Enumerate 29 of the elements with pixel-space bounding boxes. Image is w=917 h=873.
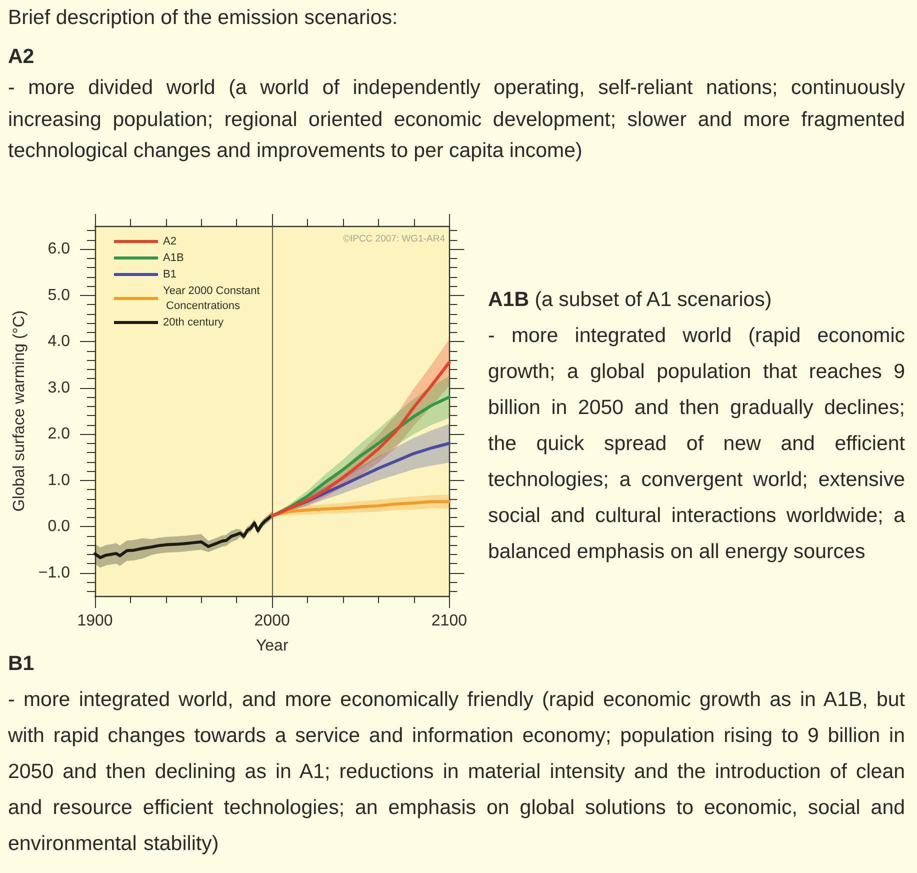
x-axis-title: Year (256, 638, 289, 654)
text: - more integrated world, and more economically friendly (rapid economic growth as in A1B, but with rapid changes towards a service and information economy; population rising to 9 billion in 2050 and then declining as in A1; reductions in material intensity and the introduction of clean and resource efficient technologies; an emphasis on global solutions to economic, social and environmental stability) (8, 688, 905, 855)
y-tick-label: 2.0 (48, 426, 70, 443)
y-tick-label: −1.0 (38, 564, 70, 582)
text: A1B (488, 288, 530, 311)
legend-label: A2 (163, 236, 176, 248)
annotation: ©IPCC 2007: WG1-AR4 (342, 234, 446, 244)
text: - more integrated world (rapid economic growth; a global population that reaches 9 billion in 2050 and then gradually declines; the quick spread of new and efficient technologies; a convergent world; extensive social and cultural interactions worldwide; a balanced emphasis on all energy sources (488, 324, 905, 563)
y-tick-label: 4.0 (48, 333, 70, 350)
y-tick-label: 3.0 (48, 379, 70, 396)
text: - more divided world (a world of independently operating, self-reliant nations; continuously increasing population; regional oriented economic development; slower and more fragmented technological changes and improvements to per capita income) (8, 76, 905, 162)
x-tick-label: 1900 (77, 612, 113, 630)
line-series (270, 500, 451, 517)
y-tick-label: 1.0 (48, 472, 70, 489)
x-tick-label: 2000 (254, 612, 290, 630)
y-tick-label: 6.0 (48, 240, 70, 258)
text: (a subset of A1 scenarios) (534, 288, 772, 311)
legend-label: B1 (163, 268, 176, 280)
y-tick-label: 5.0 (48, 286, 70, 304)
y-axis-title: Global surface warming (°C) (11, 310, 28, 512)
x-tick-label: 2100 (431, 612, 468, 630)
legend-label: 20th century (163, 316, 224, 328)
legend-label: A1B (163, 252, 184, 264)
legend-label: Year 2000 Constant Concentrations (163, 285, 260, 312)
line-series (94, 514, 274, 560)
chart-title: Brief description of the emission scenarios: (8, 5, 399, 31)
text: A2 (8, 45, 34, 68)
text: B1 (8, 652, 34, 675)
y-tick-label: 0.0 (48, 518, 70, 536)
